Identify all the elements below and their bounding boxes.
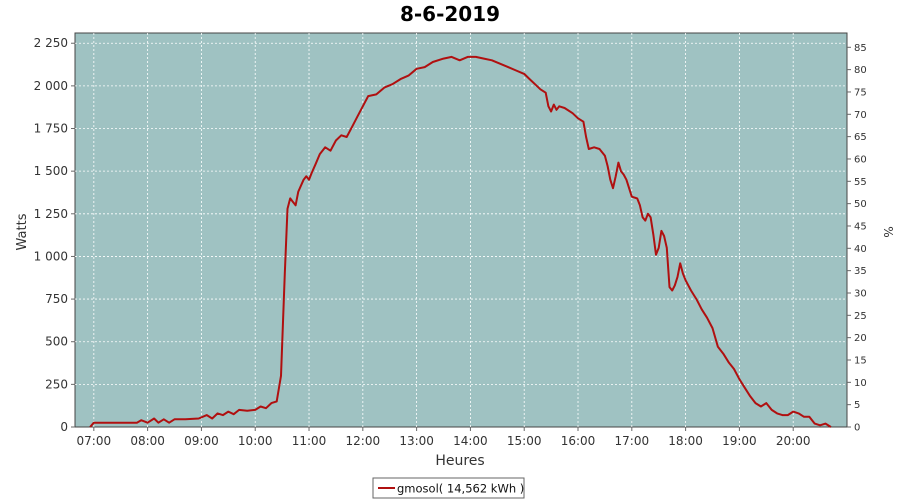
y-right-tick-label: 40 <box>854 244 867 255</box>
x-tick-label: 18:00 <box>668 434 703 448</box>
x-tick-label: 14:00 <box>453 434 488 448</box>
y-axis-left: 0 250 500 750 1 000 1 250 1 500 1 750 2 000 2 250 <box>34 36 75 434</box>
y-right-tick-label: 65 <box>854 132 867 143</box>
y-right-tick-label: 45 <box>854 221 867 232</box>
y-right-tick-label: 15 <box>854 355 867 366</box>
y-right-tick-label: 70 <box>854 110 867 121</box>
x-tick-label: 11:00 <box>292 434 327 448</box>
y-right-tick-label: 20 <box>854 333 867 344</box>
y-axis-right-label: % <box>881 226 895 237</box>
legend: gmosol( 14,562 kWh ) <box>372 477 525 499</box>
y-axis-right: 0 5 10 15 20 25 30 35 40 45 50 55 60 65 70 75 80 85 <box>847 43 867 434</box>
y-right-tick-label: 35 <box>854 266 867 277</box>
y-right-tick-label: 5 <box>854 400 860 411</box>
y-left-tick-label: 0 <box>60 420 68 434</box>
y-right-tick-label: 55 <box>854 177 867 188</box>
y-left-tick-label: 1 000 <box>34 249 68 263</box>
y-left-tick-label: 500 <box>45 335 68 349</box>
series-line <box>89 55 832 428</box>
y-right-tick-label: 85 <box>854 43 867 54</box>
x-tick-label: 15:00 <box>507 434 542 448</box>
y-left-tick-label: 250 <box>45 377 68 391</box>
legend-box <box>372 477 525 499</box>
x-tick-label: 19:00 <box>722 434 757 448</box>
y-left-tick-label: 750 <box>45 292 68 306</box>
x-tick-label: 13:00 <box>399 434 434 448</box>
y-left-tick-label: 1 250 <box>34 207 68 221</box>
x-tick-label: 10:00 <box>238 434 273 448</box>
x-tick-label: 17:00 <box>615 434 650 448</box>
y-left-tick-label: 1 500 <box>34 164 68 178</box>
y-right-tick-label: 25 <box>854 311 867 322</box>
y-left-tick-label: 1 750 <box>34 122 68 136</box>
y-right-tick-label: 75 <box>854 87 867 98</box>
y-right-tick-label: 30 <box>854 288 867 299</box>
y-right-tick-label: 10 <box>854 378 867 389</box>
x-axis-label: Heures <box>435 453 484 469</box>
x-tick-label: 12:00 <box>346 434 381 448</box>
y-axis-left-label: Watts <box>15 213 30 250</box>
x-tick-label: 20:00 <box>776 434 811 448</box>
x-tick-label: 09:00 <box>184 434 219 448</box>
x-axis: 07:00 08:00 09:00 10:00 11:00 12:00 13:00 14:00… <box>77 427 811 448</box>
y-right-tick-label: 80 <box>854 65 867 76</box>
x-tick-label: 16:00 <box>561 434 596 448</box>
series-layer <box>89 55 832 428</box>
chart-title: 8-6-2019 <box>400 2 500 26</box>
y-left-tick-label: 2 250 <box>34 36 68 50</box>
x-tick-label: 07:00 <box>77 434 112 448</box>
y-right-tick-label: 60 <box>854 154 867 165</box>
grid-lines <box>75 33 847 427</box>
x-tick-label: 08:00 <box>130 434 165 448</box>
plot-area <box>74 32 848 428</box>
legend-label: gmosol( 14,562 kWh ) <box>397 482 524 496</box>
y-left-tick-label: 2 000 <box>34 79 68 93</box>
y-right-tick-label: 50 <box>854 199 867 210</box>
y-right-tick-label: 0 <box>854 423 860 434</box>
